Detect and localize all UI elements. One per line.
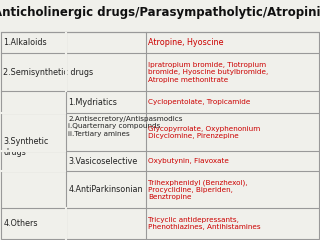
Text: 3.Synthetic
drugs: 3.Synthetic drugs [3, 137, 49, 157]
Text: 1.Mydriatics: 1.Mydriatics [68, 98, 117, 107]
Text: Ipratropium bromide, Tiotropium
bromide, Hyoscine butylbromide,
Atropine methoni: Ipratropium bromide, Tiotropium bromide,… [148, 62, 268, 83]
Text: Atropine, Hyoscine: Atropine, Hyoscine [148, 38, 224, 48]
Text: 4.AntiParkinsonian: 4.AntiParkinsonian [68, 185, 143, 194]
Text: 4.Others: 4.Others [3, 219, 38, 228]
Text: 2.Semisynthetic drugs: 2.Semisynthetic drugs [3, 68, 93, 77]
Text: 2.Antisecretory/Antispasmodics
i.Quarternary compounds
ii.Tertiary amines: 2.Antisecretory/Antispasmodics i.Quarter… [68, 116, 183, 137]
Text: 1.Alkaloids: 1.Alkaloids [3, 38, 47, 48]
Text: Cyclopentolate, Tropicamide: Cyclopentolate, Tropicamide [148, 99, 251, 105]
Text: Tricyclic antidepressants,
Phenothiazines, Antihistamines: Tricyclic antidepressants, Phenothiazine… [148, 217, 261, 230]
Text: Trihexphenidyl (Benzhexol),
Procyclidine, Biperiden,
Benztropine: Trihexphenidyl (Benzhexol), Procyclidine… [148, 179, 248, 200]
Text: Glycopyrrolate, Oxyphenonium
Dicyclomine, Pirenzepine: Glycopyrrolate, Oxyphenonium Dicyclomine… [148, 126, 260, 139]
Text: Oxybutynin, Flavoxate: Oxybutynin, Flavoxate [148, 158, 229, 164]
Text: Anticholinergic drugs/Parasympatholytic/Atropinic: Anticholinergic drugs/Parasympatholytic/… [0, 6, 320, 19]
Text: 3.Vasicoselective: 3.Vasicoselective [68, 157, 137, 166]
Bar [1, 32, 319, 239]
